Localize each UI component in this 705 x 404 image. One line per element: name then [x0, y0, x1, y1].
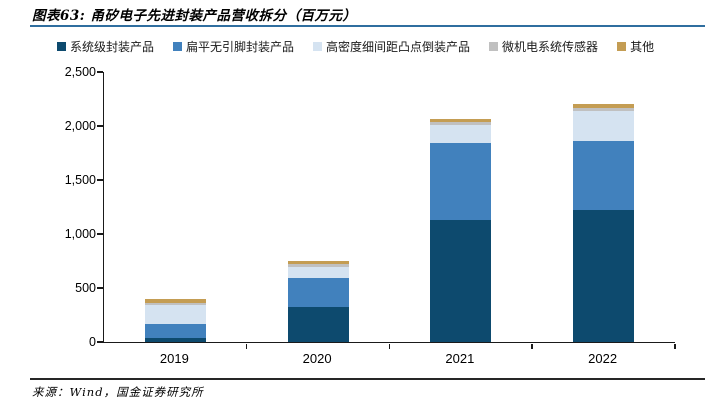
x-axis-tick [674, 343, 676, 349]
bar-segment [144, 298, 206, 303]
bar-segment [573, 104, 635, 109]
bar-segment [430, 219, 492, 342]
bar-segment [430, 124, 492, 143]
bar-segment [144, 324, 206, 339]
bar-segment [144, 338, 206, 342]
x-axis-tick [531, 343, 533, 349]
bar-segment [573, 210, 635, 342]
y-axis-tick [96, 71, 103, 73]
legend-item: 高密度细间距凸点倒装产品 [313, 38, 470, 55]
legend-item: 扁平无引脚封装产品 [173, 38, 294, 55]
legend-swatch-icon [57, 42, 66, 51]
legend-swatch-icon [173, 42, 183, 51]
bar-segment [287, 264, 349, 267]
bar-segment [573, 108, 635, 111]
y-axis-label: 1,500 [64, 173, 96, 187]
legend-swatch-icon [617, 42, 627, 51]
legend-item: 微机电系统传感器 [489, 38, 598, 55]
page-title: 图表63: 甬矽电子先进封装产品营收拆分（百万元） [32, 8, 357, 24]
bar-segment [287, 277, 349, 307]
legend-item: 其他 [617, 38, 654, 55]
x-axis-label: 2021 [445, 351, 475, 366]
legend-swatch-icon [313, 42, 323, 51]
bar-segment [144, 305, 206, 325]
legend-item: 系统级封装产品 [57, 38, 154, 55]
plot-area [103, 72, 676, 349]
y-axis-label: 500 [75, 281, 96, 295]
y-axis-tick [96, 125, 103, 127]
bottom-rule [30, 378, 705, 380]
bar-segment [430, 142, 492, 220]
bar-segment [573, 141, 635, 211]
x-axis-label: 2020 [302, 351, 332, 366]
bar-segment [287, 266, 349, 278]
bar-segment [287, 261, 349, 265]
bar-segment [287, 306, 349, 342]
y-axis-label: 2,500 [64, 65, 96, 79]
legend-label: 其他 [630, 40, 655, 54]
title-rule [30, 25, 705, 27]
legend-label: 系统级封装产品 [70, 40, 155, 54]
y-axis-label: 0 [89, 335, 96, 349]
bar-segment [430, 122, 492, 125]
y-axis-tick [96, 341, 103, 343]
y-axis-label: 2,000 [64, 119, 96, 133]
legend: 系统级封装产品 扁平无引脚封装产品 高密度细间距凸点倒装产品 微机电系统传感器 其他 [57, 38, 695, 55]
bar-segment [430, 119, 492, 123]
bar-segment [144, 302, 206, 306]
legend-swatch-icon [489, 42, 499, 51]
bar-segment [573, 110, 635, 142]
x-axis-tick [388, 343, 390, 349]
legend-label: 扁平无引脚封装产品 [186, 40, 295, 54]
y-axis-label: 1,000 [64, 227, 96, 241]
y-axis-tick [96, 233, 103, 235]
x-axis-label: 2019 [159, 351, 189, 366]
x-axis-tick [245, 343, 248, 349]
source-note: 来源：Wind，国金证券研究所 [32, 385, 204, 399]
legend-label: 高密度细间距凸点倒装产品 [326, 40, 471, 54]
y-axis-tick [96, 179, 103, 181]
y-axis-tick [96, 287, 103, 289]
x-axis-label: 2022 [588, 351, 618, 366]
legend-label: 微机电系统传感器 [502, 40, 599, 54]
